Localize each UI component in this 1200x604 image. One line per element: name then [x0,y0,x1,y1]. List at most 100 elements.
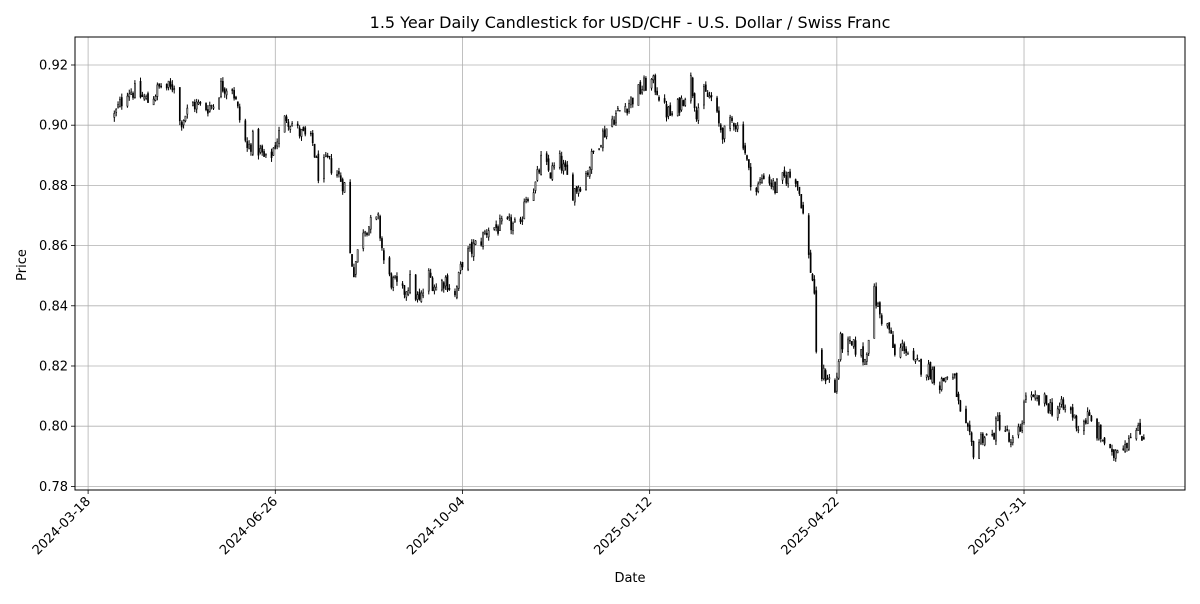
candlestick [676,98,679,117]
candlestick [813,275,816,295]
candle-body [553,165,556,168]
candle-body [1090,415,1093,422]
candlestick [854,336,857,357]
candlestick [210,104,213,110]
candle-body [972,441,975,458]
candle-body [682,100,685,106]
candle-body [985,433,988,436]
candle-body [265,153,267,156]
candlestick [742,121,745,151]
candlestick [235,95,237,100]
candle-body [369,216,372,230]
candle-body [484,231,486,234]
candlestick [158,83,161,89]
candle-body [171,84,174,91]
candlestick [776,178,778,194]
candle-body [467,248,469,270]
candlestick [892,331,894,348]
candle-body [710,95,713,98]
candle-body [560,155,563,171]
candlestick [835,372,838,394]
candlestick [532,188,535,201]
candlestick [351,254,353,267]
candle-body [218,97,220,110]
candle-body [676,99,679,117]
candle-body [1004,430,1007,432]
y-tick-label: 0.88 [39,179,68,194]
candle-body [435,286,438,291]
candle-body [562,163,565,172]
chart-title: 1.5 Year Daily Candlestick for USD/CHF -… [370,13,891,32]
candle-body [519,218,522,223]
candlestick [186,104,189,119]
candle-body [736,125,739,130]
candle-body [1077,428,1080,431]
candlestick [117,101,119,109]
candlestick [420,290,423,303]
candlestick [787,171,790,188]
candle-body [618,110,621,112]
candlestick [955,372,958,398]
candle-body [309,132,312,135]
candle-body [1084,420,1087,424]
candlestick [173,85,176,94]
candlestick [888,322,891,334]
candle-body [663,98,666,103]
candle-body [774,181,776,194]
candlestick [587,170,589,177]
candlestick [916,354,919,361]
candle-body [643,77,645,91]
candle-body [545,153,548,162]
candle-body [575,186,578,192]
candlestick [261,144,264,156]
candle-body [968,424,971,433]
candlestick [510,214,512,235]
candlestick [1126,442,1128,452]
candlestick [706,90,709,97]
candlestick [467,246,469,272]
candle-body [538,169,541,173]
candle-body [251,131,254,155]
candlestick [160,83,162,89]
candle-body [128,93,131,98]
candle-body [800,194,803,209]
candlestick [339,172,342,182]
candle-body [139,80,142,98]
candle-body [396,276,398,282]
candlestick [205,102,207,112]
candle-body [300,128,303,137]
candlestick [697,103,700,124]
candle-body [770,182,773,187]
candle-body [446,275,449,291]
candle-body [323,157,325,180]
candlestick [641,85,644,95]
candle-body [892,334,894,348]
candle-body [905,348,907,353]
candlestick [710,92,713,102]
candlestick [167,80,170,91]
candle-body [850,341,853,346]
candlestick [1019,423,1022,432]
candlestick [407,287,410,297]
candle-body [628,103,630,112]
candle-body [182,120,185,126]
candle-body [338,171,340,175]
candle-body [326,155,329,157]
candle-body [708,95,711,99]
candlestick [585,170,587,191]
candle-body [130,91,133,95]
candle-body [558,152,561,168]
candle-body [729,116,732,129]
candlestick [364,230,366,237]
candle-body [631,97,634,105]
candlestick [592,150,595,154]
candlestick [208,101,211,113]
candle-body [512,223,514,231]
candlestick [798,186,801,196]
candle-body [1006,429,1009,431]
candlestick [630,96,632,109]
candlestick [704,81,707,92]
candlestick [781,172,784,184]
candle-body [455,286,458,299]
